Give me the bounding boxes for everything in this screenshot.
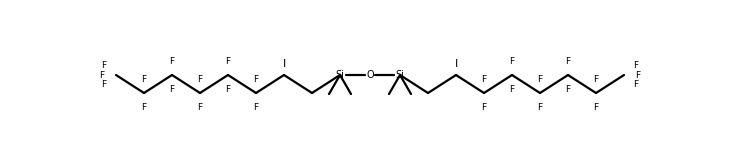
Text: F: F xyxy=(169,57,175,66)
Text: F: F xyxy=(169,84,175,93)
Text: F: F xyxy=(509,57,514,66)
Text: F: F xyxy=(593,102,599,111)
Text: F: F xyxy=(226,84,231,93)
Text: F: F xyxy=(253,102,258,111)
Text: F: F xyxy=(226,57,231,66)
Text: F: F xyxy=(101,61,107,70)
Text: F: F xyxy=(593,75,599,84)
Text: F: F xyxy=(565,84,571,93)
Text: F: F xyxy=(565,57,571,66)
Text: F: F xyxy=(537,75,542,84)
Text: I: I xyxy=(454,59,457,69)
Text: F: F xyxy=(636,70,641,80)
Text: Si: Si xyxy=(335,70,344,80)
Text: F: F xyxy=(141,75,147,84)
Text: F: F xyxy=(198,75,203,84)
Text: F: F xyxy=(509,84,514,93)
Text: F: F xyxy=(99,70,104,80)
Text: F: F xyxy=(482,75,487,84)
Text: F: F xyxy=(198,102,203,111)
Text: F: F xyxy=(101,80,107,89)
Text: F: F xyxy=(141,102,147,111)
Text: I: I xyxy=(283,59,286,69)
Text: O: O xyxy=(366,70,374,80)
Text: F: F xyxy=(633,61,639,70)
Text: F: F xyxy=(633,80,639,89)
Text: F: F xyxy=(253,75,258,84)
Text: F: F xyxy=(482,102,487,111)
Text: F: F xyxy=(537,102,542,111)
Text: Si: Si xyxy=(396,70,405,80)
